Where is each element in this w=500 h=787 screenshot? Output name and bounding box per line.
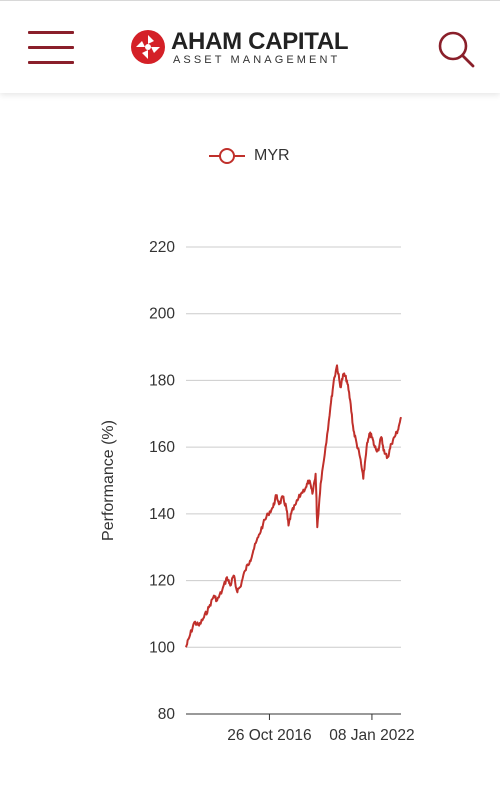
series-line-myr	[185, 364, 402, 648]
legend-label: MYR	[254, 147, 290, 164]
legend-line-marker-icon	[209, 148, 245, 164]
y-tick-label: 100	[149, 639, 175, 656]
aham-logo-icon	[131, 30, 165, 64]
brand-subtitle: ASSET MANAGEMENT	[173, 54, 341, 66]
y-tick-label: 120	[149, 573, 175, 590]
y-tick-label: 80	[158, 706, 176, 723]
app-header: AHAM CAPITAL ASSET MANAGEMENT	[0, 0, 500, 93]
y-tick-label: 220	[149, 239, 175, 256]
y-tick-label: 180	[149, 372, 175, 389]
y-tick-label: 140	[149, 506, 175, 523]
x-tick-label: 08 Jan 2022	[329, 727, 414, 744]
y-tick-label: 200	[149, 306, 175, 323]
y-axis-title: Performance (%)	[100, 420, 117, 541]
x-tick-label: 26 Oct 2016	[227, 727, 311, 744]
brand-name: AHAM CAPITAL	[171, 28, 349, 55]
search-icon[interactable]	[436, 29, 476, 69]
y-tick-label: 160	[149, 439, 175, 456]
hamburger-menu-icon[interactable]	[28, 31, 74, 65]
brand-logo[interactable]: AHAM CAPITAL ASSET MANAGEMENT	[130, 28, 375, 69]
